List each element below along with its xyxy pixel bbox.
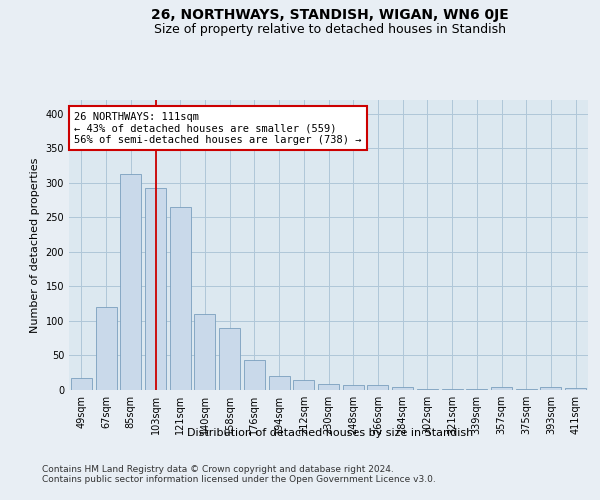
Bar <box>565 388 586 390</box>
Bar <box>145 188 166 390</box>
Text: 26, NORTHWAYS, STANDISH, WIGAN, WN6 0JE: 26, NORTHWAYS, STANDISH, WIGAN, WN6 0JE <box>151 8 509 22</box>
Bar <box>318 384 339 390</box>
Bar <box>516 388 537 390</box>
Bar <box>120 174 141 390</box>
Bar <box>367 385 388 390</box>
Bar <box>392 386 413 390</box>
Bar <box>95 307 116 390</box>
Text: Size of property relative to detached houses in Standish: Size of property relative to detached ho… <box>154 22 506 36</box>
Bar <box>466 388 487 390</box>
Bar <box>293 380 314 390</box>
Bar <box>417 388 438 390</box>
Bar <box>491 387 512 390</box>
Bar <box>170 207 191 390</box>
Text: 26 NORTHWAYS: 111sqm
← 43% of detached houses are smaller (559)
56% of semi-deta: 26 NORTHWAYS: 111sqm ← 43% of detached h… <box>74 112 362 145</box>
Bar <box>343 385 364 390</box>
Bar <box>219 328 240 390</box>
Bar <box>269 376 290 390</box>
Text: Distribution of detached houses by size in Standish: Distribution of detached houses by size … <box>187 428 473 438</box>
Bar <box>244 360 265 390</box>
Bar <box>194 314 215 390</box>
Bar <box>541 387 562 390</box>
Bar <box>71 378 92 390</box>
Text: Contains HM Land Registry data © Crown copyright and database right 2024.
Contai: Contains HM Land Registry data © Crown c… <box>42 465 436 484</box>
Bar <box>442 388 463 390</box>
Y-axis label: Number of detached properties: Number of detached properties <box>30 158 40 332</box>
